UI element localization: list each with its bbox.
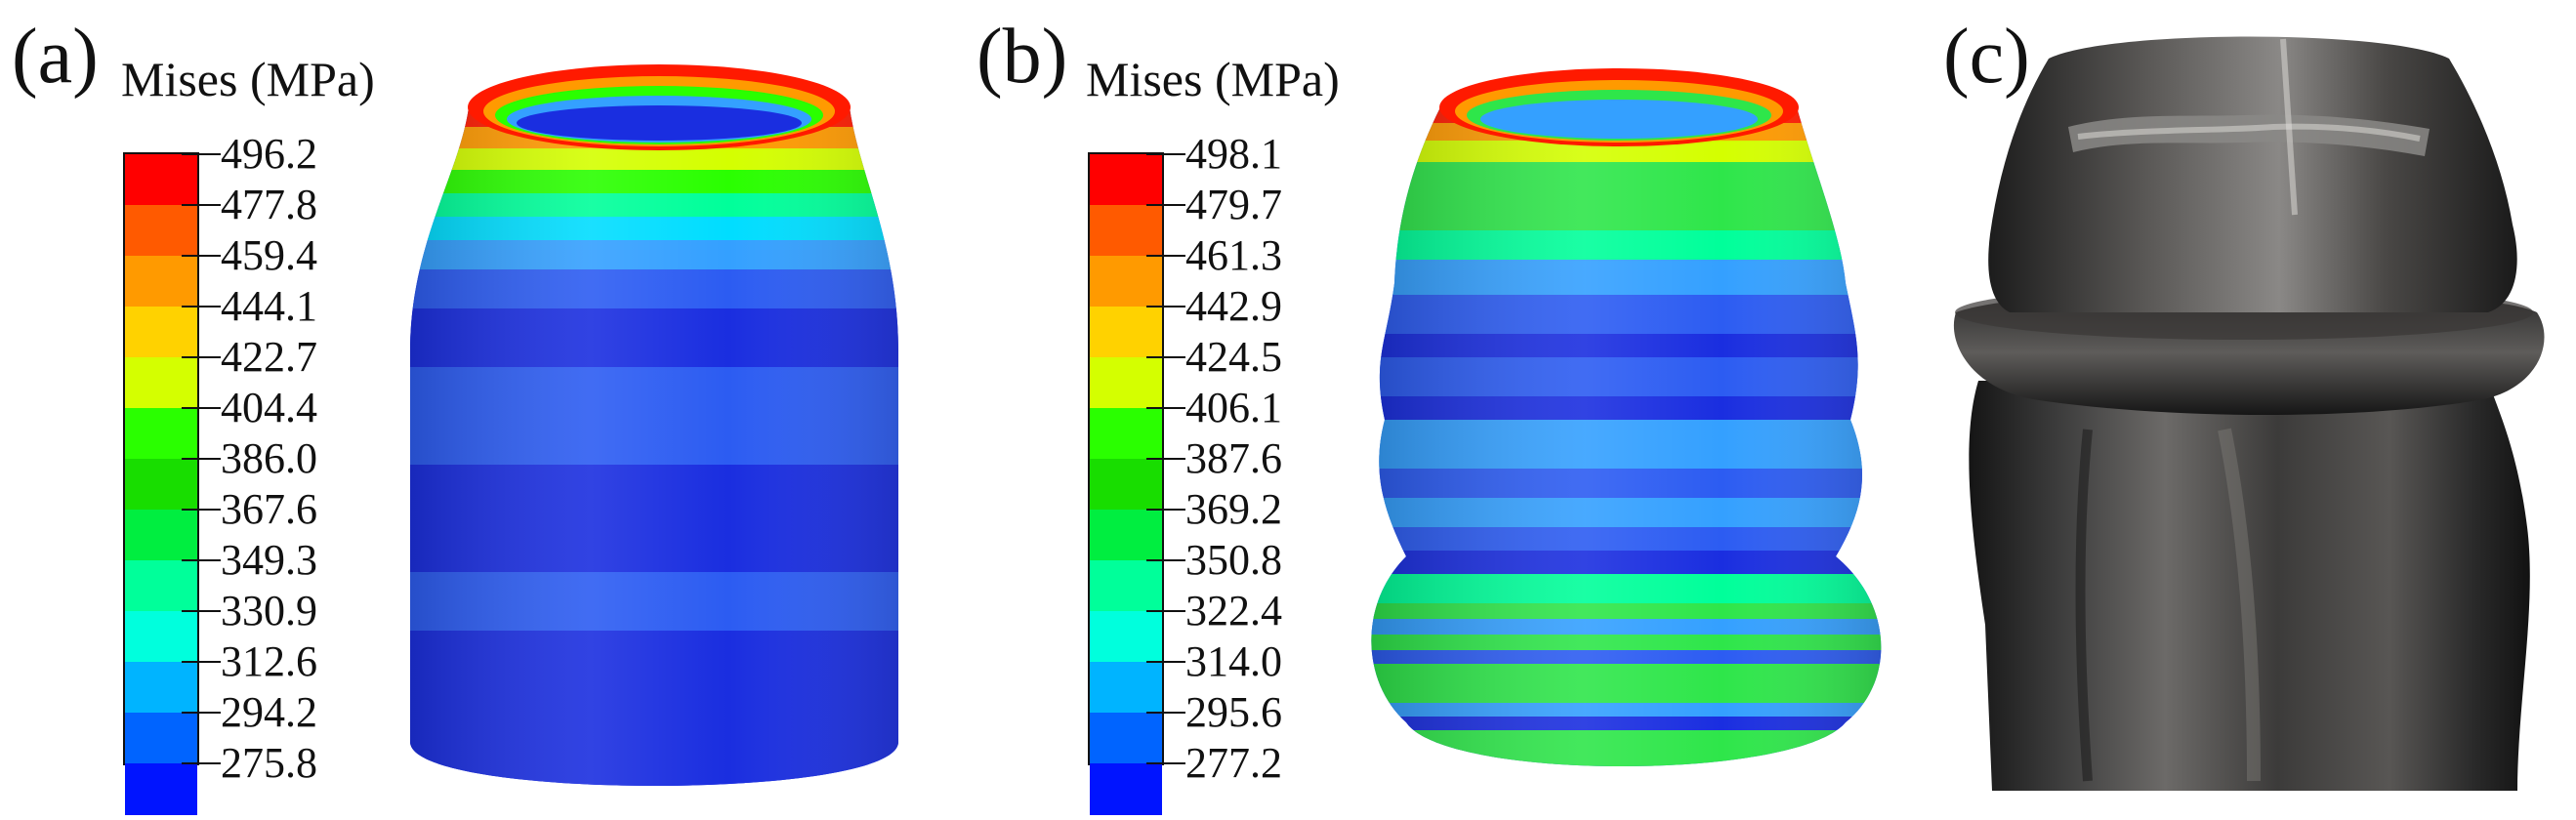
colorbar-a-tick-label: 496.2 <box>221 130 317 178</box>
colorbar-b-tick-mark <box>1146 458 1185 460</box>
colorbar-b-tick-label: 498.1 <box>1185 130 1282 178</box>
colorbar-b-tick-label: 322.4 <box>1185 587 1282 635</box>
colorbar-a-tick-label: 386.0 <box>221 434 317 482</box>
colorbar-b-tick-label: 369.2 <box>1185 485 1282 533</box>
colorbar-b-segment <box>1090 357 1162 409</box>
colorbar-a-tick-label: 312.6 <box>221 637 317 685</box>
colorbar-a-tick-mark <box>182 255 221 257</box>
colorbar-a-segment <box>125 154 197 206</box>
colorbar-b-tick-mark <box>1146 712 1185 714</box>
colorbar-a-segment <box>125 611 197 663</box>
colorbar-a-segment <box>125 763 197 815</box>
colorbar-a-tick-mark <box>182 712 221 714</box>
fea-model-b <box>1371 68 1882 766</box>
colorbar-b-segment <box>1090 611 1162 663</box>
colorbar-a-tick-mark <box>182 559 221 561</box>
colorbar-b-tick-mark <box>1146 356 1185 358</box>
colorbar-a-tick-label: 459.4 <box>221 231 317 279</box>
colorbar-b-tick-mark <box>1146 661 1185 663</box>
colorbar-b-tick-label: 295.6 <box>1185 688 1282 736</box>
specimen-photo <box>1953 36 2545 791</box>
colorbar-a-tick-label: 367.6 <box>221 485 317 533</box>
colorbar-b-segment <box>1090 154 1162 206</box>
colorbar-a-segment <box>125 357 197 409</box>
colorbar-b-segment <box>1090 256 1162 308</box>
colorbar-b-tick-label: 442.9 <box>1185 282 1282 330</box>
colorbar-b-tick-label: 461.3 <box>1185 231 1282 279</box>
colorbar-a-tick-mark <box>182 407 221 409</box>
colorbar-a-segment <box>125 560 197 612</box>
colorbar-a-tick-mark <box>182 153 221 155</box>
colorbar-b-tick-label: 350.8 <box>1185 536 1282 584</box>
colorbar-b-tick-label: 387.6 <box>1185 434 1282 482</box>
colorbar-a-tick-label: 330.9 <box>221 587 317 635</box>
colorbar-a-tick-label: 404.4 <box>221 384 317 431</box>
colorbar-b-segment <box>1090 408 1162 460</box>
colorbar-b-tick-label: 277.2 <box>1185 739 1282 787</box>
colorbar-a-tick-mark <box>182 204 221 206</box>
colorbar-a-tick-mark <box>182 661 221 663</box>
colorbar-b-segment <box>1090 560 1162 612</box>
colorbar-b-tick-mark <box>1146 762 1185 764</box>
colorbar-a-tick-label: 444.1 <box>221 282 317 330</box>
panel-label-a: (a) <box>12 14 99 100</box>
colorbar-b-segment <box>1090 510 1162 561</box>
colorbar-b-tick-mark <box>1146 306 1185 308</box>
colorbar-b-segment <box>1090 205 1162 257</box>
colorbar-b <box>1088 152 1164 815</box>
colorbar-b-segment <box>1090 763 1162 815</box>
colorbar-a-tick-label: 275.8 <box>221 739 317 787</box>
panel-label-c: (c) <box>1943 14 2030 100</box>
legend-title-b: Mises (MPa) <box>1086 52 1340 106</box>
colorbar-b-tick-label: 479.7 <box>1185 181 1282 228</box>
colorbar-a-segment <box>125 408 197 460</box>
colorbar-b-tick-mark <box>1146 204 1185 206</box>
colorbar-b-tick-mark <box>1146 153 1185 155</box>
colorbar-b-tick-mark <box>1146 407 1185 409</box>
colorbar-a-tick-mark <box>182 306 221 308</box>
colorbar-a-tick-label: 477.8 <box>221 181 317 228</box>
panel-label-b: (b) <box>976 14 1068 100</box>
colorbar-a-segment <box>125 662 197 714</box>
colorbar-b-tick-label: 406.1 <box>1185 384 1282 431</box>
fea-model-a <box>410 64 898 786</box>
colorbar-b-tick-label: 314.0 <box>1185 637 1282 685</box>
legend-title-a: Mises (MPa) <box>121 52 375 106</box>
colorbar-a <box>123 152 199 815</box>
colorbar-b-tick-mark <box>1146 255 1185 257</box>
colorbar-b-segment <box>1090 307 1162 358</box>
colorbar-b-tick-mark <box>1146 559 1185 561</box>
colorbar-a-segment <box>125 307 197 358</box>
colorbar-b-segment <box>1090 662 1162 714</box>
colorbar-a-tick-mark <box>182 356 221 358</box>
colorbar-a-tick-mark <box>182 610 221 612</box>
colorbar-a-segment <box>125 205 197 257</box>
colorbar-a-tick-label: 349.3 <box>221 536 317 584</box>
colorbar-a-tick-mark <box>182 509 221 511</box>
colorbar-b-tick-label: 424.5 <box>1185 333 1282 381</box>
colorbar-b-tick-mark <box>1146 509 1185 511</box>
colorbar-a-segment <box>125 713 197 764</box>
colorbar-a-tick-mark <box>182 762 221 764</box>
colorbar-a-segment <box>125 510 197 561</box>
colorbar-a-tick-label: 294.2 <box>221 688 317 736</box>
colorbar-b-tick-mark <box>1146 610 1185 612</box>
colorbar-a-tick-mark <box>182 458 221 460</box>
colorbar-b-segment <box>1090 459 1162 511</box>
colorbar-a-segment <box>125 459 197 511</box>
colorbar-a-tick-label: 422.7 <box>221 333 317 381</box>
colorbar-a-segment <box>125 256 197 308</box>
colorbar-b-segment <box>1090 713 1162 764</box>
